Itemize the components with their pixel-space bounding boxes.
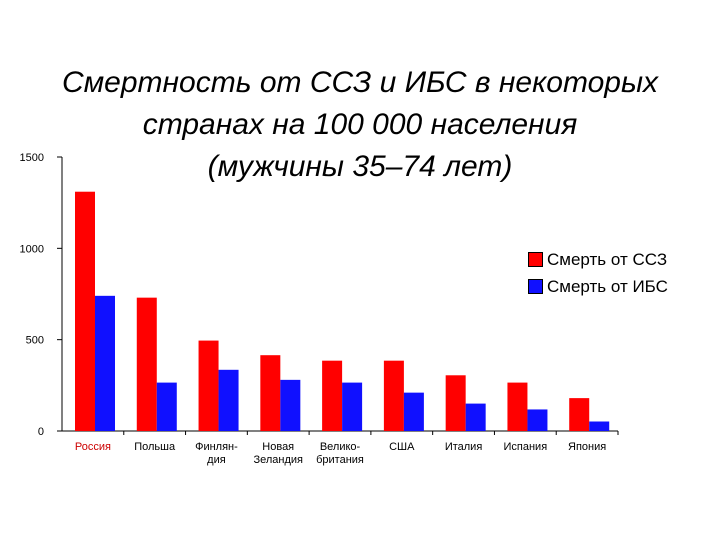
y-tick-label: 1000 [20, 243, 44, 255]
bar-ssz [75, 191, 95, 431]
x-tick-label: Велико-британия [316, 441, 364, 466]
x-tick-label: Испания [504, 441, 548, 453]
legend-label-ssz: Смерть от ССЗ [547, 249, 668, 269]
bar-ssz [507, 382, 528, 431]
bar-ssz [198, 340, 219, 431]
bar-ssz [322, 360, 343, 431]
bar-ibs [218, 369, 239, 431]
y-tick-label: 1500 [20, 152, 44, 164]
x-tick-label: Польша [134, 441, 176, 453]
x-tick-label: Япония [568, 441, 606, 453]
x-tick-label: Финлян-дия [195, 441, 238, 466]
bar-ssz [569, 398, 590, 431]
legend-item-ibs: Смерть от ИБС [528, 273, 668, 300]
legend-label-ibs: Смерть от ИБС [547, 276, 668, 296]
legend-swatch-ssz [528, 252, 543, 267]
legend-swatch-ibs [528, 279, 543, 294]
x-tick-label: Россия [75, 441, 111, 453]
chart-title: Смертность от ССЗ и ИБС в некоторых стра… [61, 66, 659, 183]
y-tick-label: 500 [26, 335, 44, 347]
bar-ssz [260, 355, 281, 431]
bar-ibs [95, 295, 115, 431]
legend-item-ssz: Смерть от ССЗ [528, 246, 668, 273]
bar-ssz [383, 360, 404, 431]
bar-ibs [403, 392, 424, 431]
x-tick-label: Италия [445, 441, 483, 453]
x-tick-label: Новая Зеландия [253, 441, 303, 466]
bar-ibs [156, 382, 177, 431]
bar-ssz [136, 297, 157, 431]
bar-ibs [342, 382, 363, 431]
chart-legend: Смерть от ССЗ Смерть от ИБС [528, 246, 668, 300]
bar-ssz [445, 375, 466, 431]
bar-ibs [589, 421, 610, 431]
y-tick-label: 0 [38, 426, 44, 438]
bar-ibs [527, 409, 548, 431]
bar-ibs [280, 379, 301, 431]
x-tick-label: США [389, 441, 415, 453]
bar-ibs [465, 403, 486, 431]
